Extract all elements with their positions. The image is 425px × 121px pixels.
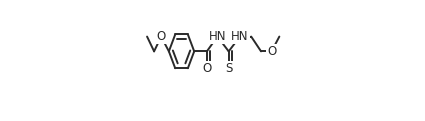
Text: O: O <box>156 30 166 43</box>
Text: O: O <box>202 62 212 75</box>
Text: HN: HN <box>231 30 249 43</box>
Text: O: O <box>267 45 276 58</box>
Text: S: S <box>225 62 232 75</box>
Text: HN: HN <box>209 30 226 43</box>
